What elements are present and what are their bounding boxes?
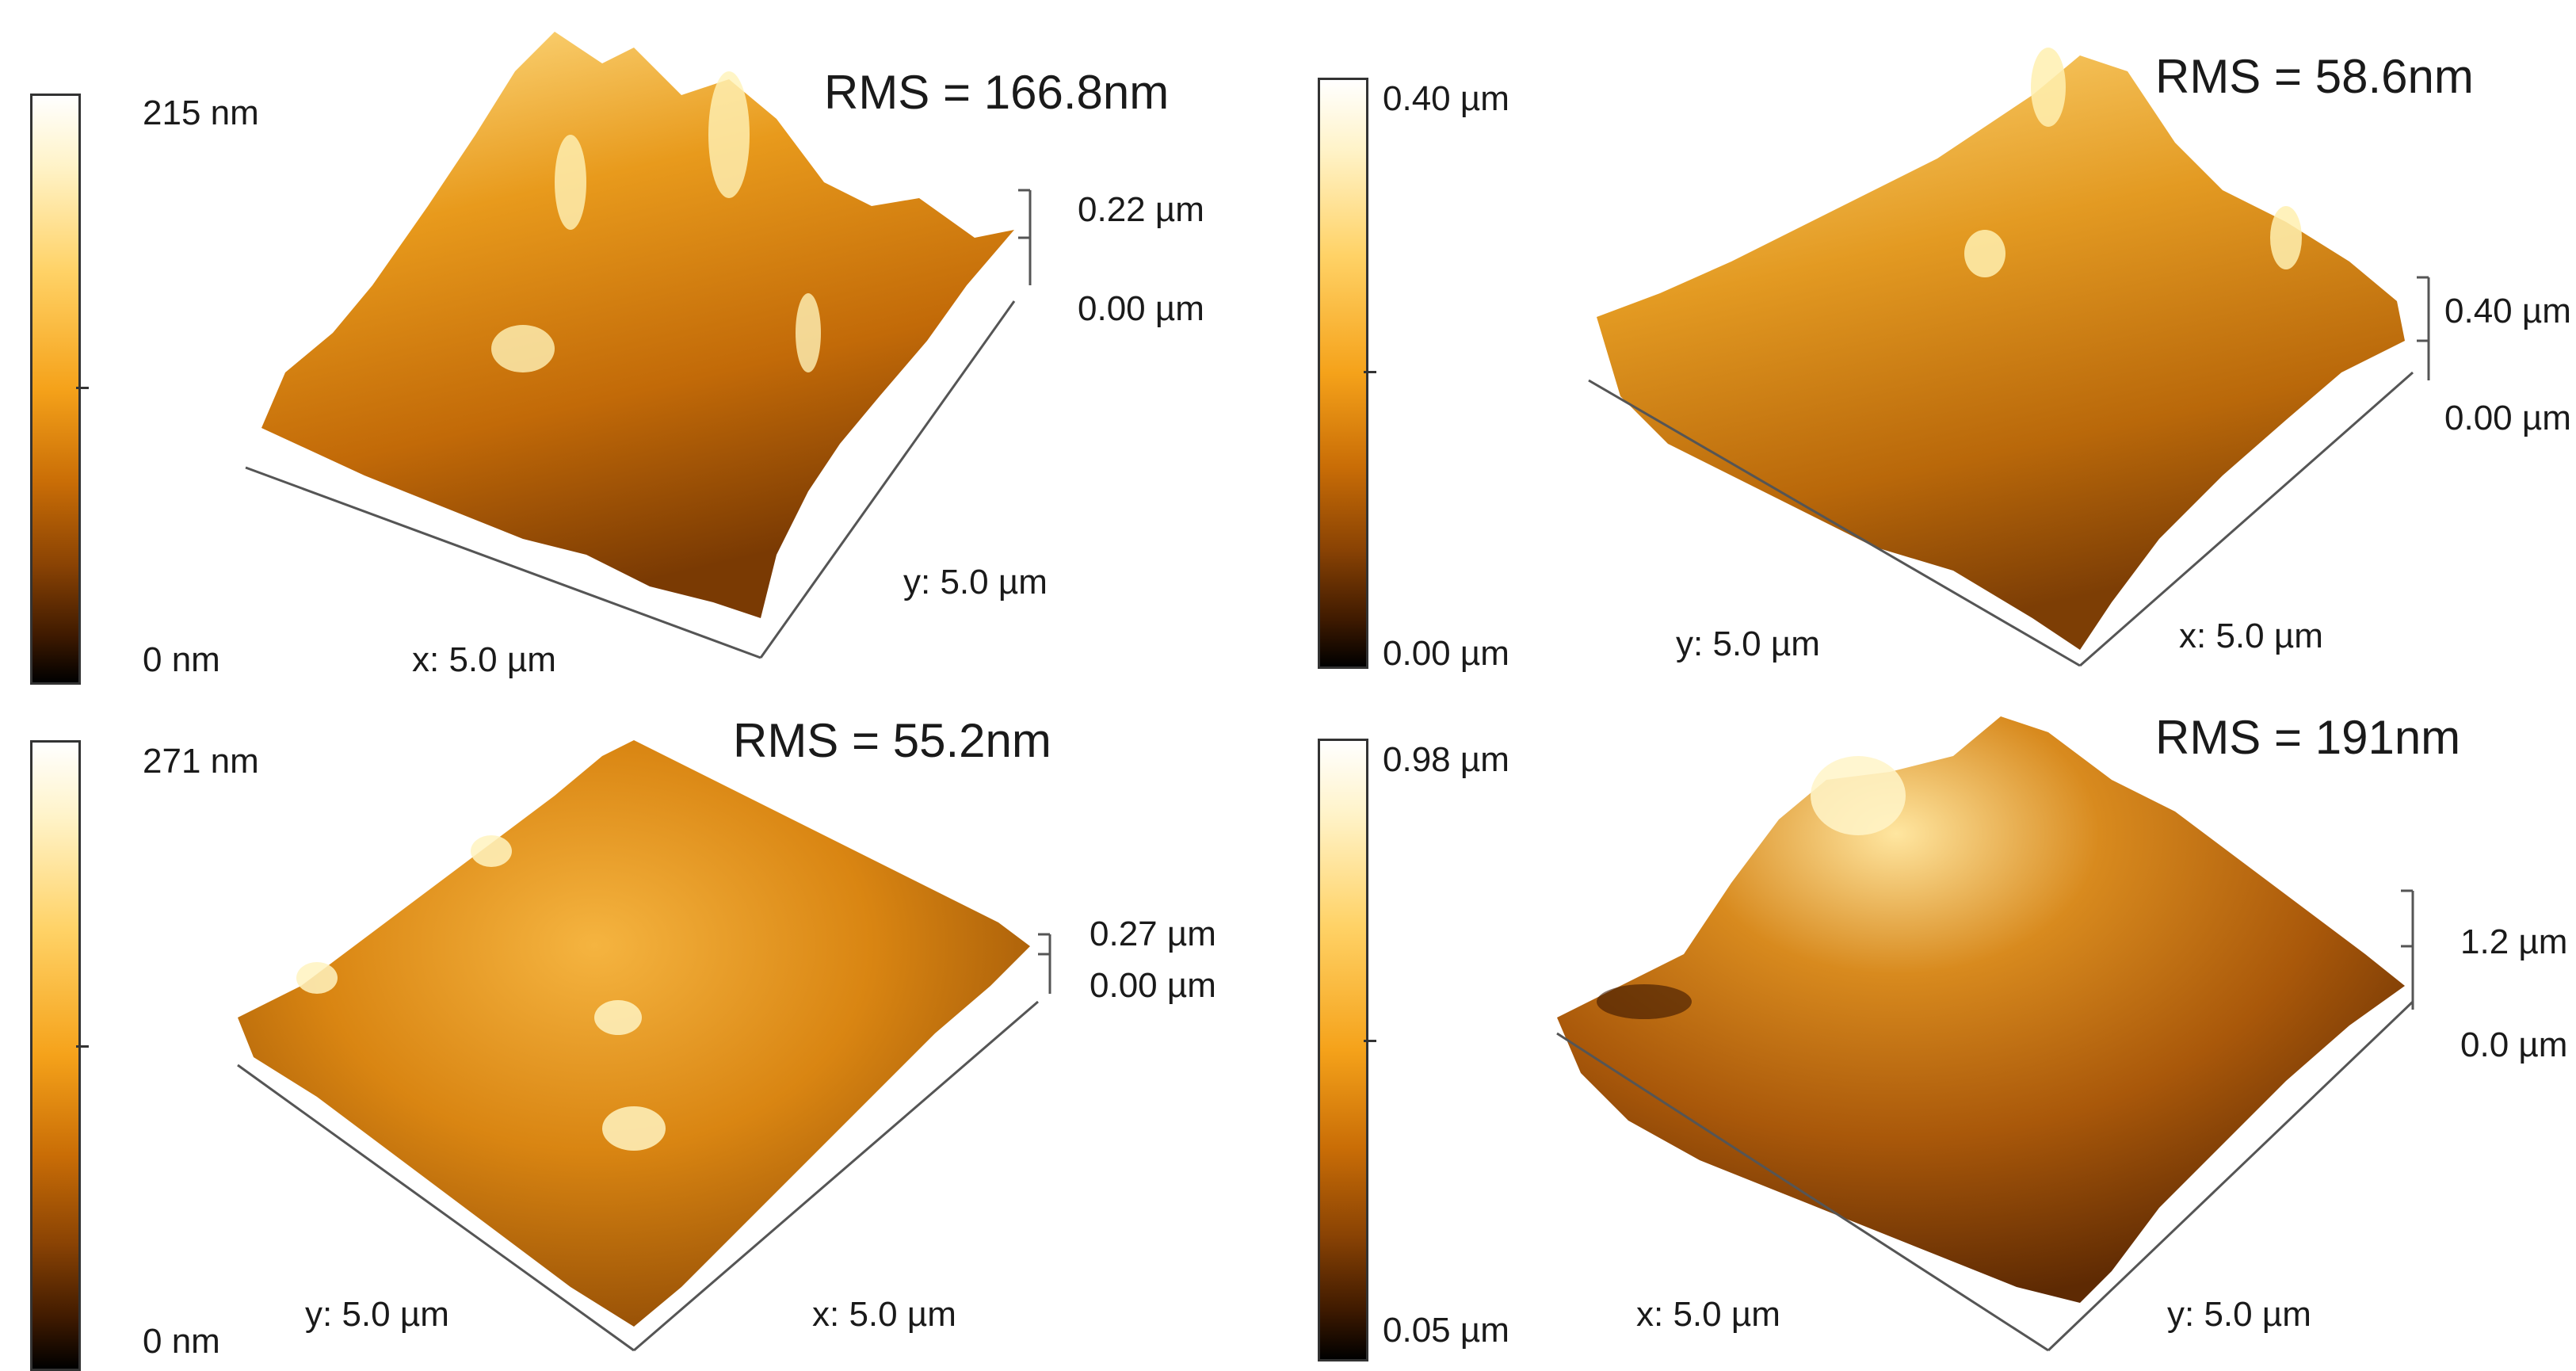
base-axis-right — [2079, 371, 2414, 667]
colorbar-min-label: 0 nm — [143, 1322, 220, 1361]
peak — [2031, 48, 2066, 127]
afm-surface-1 — [245, 32, 1032, 659]
grain — [594, 1000, 642, 1035]
axis-label-right: x: 5.0 µm — [2179, 617, 2323, 655]
base-axis-right — [759, 300, 1016, 659]
colorbar-min-label: 0.05 µm — [1383, 1311, 1509, 1350]
colorbar — [1318, 739, 1368, 1361]
peak — [1811, 756, 1906, 835]
colorbar-max-label: 271 nm — [143, 742, 259, 781]
valley — [1597, 984, 1692, 1019]
colorbar-tick — [1364, 1040, 1376, 1042]
peak — [796, 293, 821, 372]
colorbar-tick — [76, 387, 89, 389]
afm-panel-1: 215 nm 0 nm RMS = 166.8nm 0.22 µm 0.00 µ… — [0, 0, 1288, 685]
colorbar-tick — [76, 1045, 89, 1048]
z-scale-top: 0.27 µm — [1090, 915, 1216, 953]
peak — [2270, 206, 2302, 269]
axis-label-right: y: 5.0 µm — [903, 563, 1048, 601]
axis-label-right: x: 5.0 µm — [812, 1295, 956, 1334]
base-axis-left — [245, 466, 761, 659]
rms-label: RMS = 191nm — [2155, 711, 2461, 764]
z-scale-top: 1.2 µm — [2460, 922, 2568, 961]
peak — [1964, 230, 2005, 277]
base-axis-left — [237, 1064, 635, 1352]
z-scale-bottom: 0.00 µm — [1090, 966, 1216, 1005]
peak — [708, 71, 750, 198]
axis-label-right: y: 5.0 µm — [2167, 1295, 2311, 1334]
colorbar — [30, 94, 81, 685]
surface-shape — [238, 740, 1030, 1327]
base-axis-right — [2047, 1000, 2414, 1352]
surface-shape — [1597, 55, 2405, 650]
colorbar-tick — [1364, 371, 1376, 373]
peak — [555, 135, 586, 230]
surface-shape — [1557, 716, 2405, 1303]
axis-label-left: x: 5.0 µm — [1636, 1295, 1780, 1334]
grain — [471, 835, 512, 867]
colorbar-max-label: 0.98 µm — [1383, 740, 1509, 779]
grain — [602, 1106, 666, 1151]
z-scale-bottom: 0.0 µm — [2460, 1025, 2568, 1064]
afm-surface-3 — [237, 740, 1051, 1352]
rms-label: RMS = 58.6nm — [2155, 50, 2474, 103]
axis-label-left: y: 5.0 µm — [1676, 624, 1820, 663]
base-axis-left — [1556, 1032, 2049, 1352]
afm-panel-3: 271 nm 0 nm RMS = 55.2nm 0.27 µm 0.00 µm… — [0, 685, 1288, 1371]
base-axis-left — [1588, 379, 2081, 667]
base-axis-right — [633, 1000, 1039, 1352]
peak — [491, 325, 555, 372]
afm-panel-2: 0.40 µm 0.00 µm RMS = 58.6nm 0.40 µm 0.0… — [1288, 0, 2575, 685]
grain — [296, 962, 338, 994]
afm-surface-4 — [1556, 716, 2414, 1352]
colorbar — [30, 740, 81, 1371]
axis-label-left: y: 5.0 µm — [305, 1295, 449, 1334]
z-scale-top: 0.40 µm — [2444, 292, 2571, 330]
colorbar-max-label: 215 nm — [143, 94, 259, 132]
z-scale-bottom: 0.00 µm — [2444, 399, 2571, 437]
rms-label: RMS = 55.2nm — [733, 714, 1051, 767]
z-scale-top: 0.22 µm — [1078, 190, 1204, 229]
surface-shape — [261, 32, 1014, 618]
afm-panel-4: 0.98 µm 0.05 µm RMS = 191nm 1.2 µm 0.0 µ… — [1288, 685, 2575, 1369]
colorbar — [1318, 78, 1368, 669]
z-scale-bottom: 0.00 µm — [1078, 289, 1204, 328]
rms-label: RMS = 166.8nm — [824, 66, 1170, 119]
colorbar-max-label: 0.40 µm — [1383, 79, 1509, 118]
colorbar-min-label: 0 nm — [143, 640, 220, 679]
axis-label-left: x: 5.0 µm — [412, 640, 556, 679]
colorbar-min-label: 0.00 µm — [1383, 634, 1509, 673]
afm-surface-2 — [1588, 48, 2430, 667]
